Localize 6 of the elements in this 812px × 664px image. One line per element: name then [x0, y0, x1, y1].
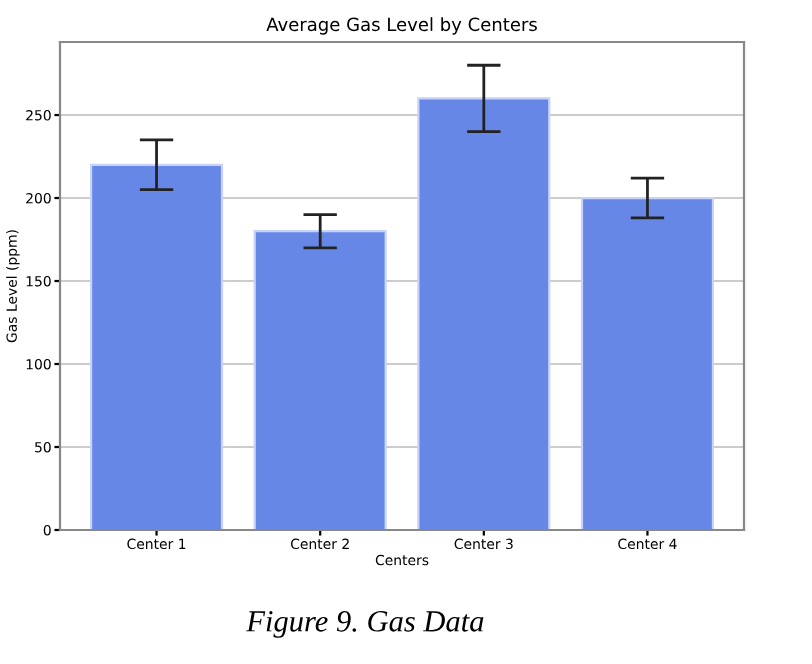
bar — [580, 196, 715, 530]
bar — [253, 230, 387, 530]
bar — [89, 163, 224, 530]
bar — [417, 97, 551, 530]
chart-title: Average Gas Level by Centers — [266, 17, 537, 35]
caption: Figure 9. Gas Data — [246, 611, 484, 638]
